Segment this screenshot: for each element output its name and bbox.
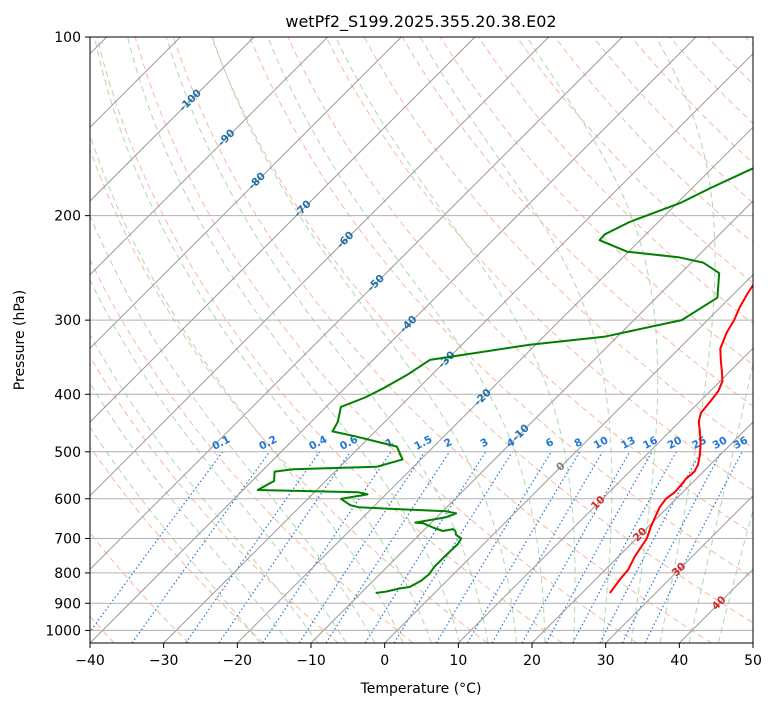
moist-adiabat	[526, 37, 659, 643]
dry-adiabat	[90, 355, 339, 643]
chart-title: wetPf2_S199.2025.355.20.38.E02	[285, 12, 556, 32]
moist-adiabat	[335, 37, 576, 643]
x-tick-label: 50	[744, 653, 762, 669]
isotherm-line	[90, 37, 550, 497]
isotherm-line	[605, 494, 753, 643]
dry-adiabat	[96, 37, 563, 643]
x-axis-label: Temperature (°C)	[360, 681, 482, 697]
y-tick-label: 1000	[45, 623, 81, 639]
x-tick-label: −30	[149, 653, 179, 669]
x-tick-label: −10	[296, 653, 326, 669]
y-tick-label: 500	[54, 445, 81, 461]
y-tick-label: 700	[54, 532, 81, 548]
y-tick-label: 200	[54, 209, 81, 225]
mixing-ratio-line	[185, 451, 321, 643]
mixing-ratio-line	[90, 451, 224, 633]
moist-adiabat	[93, 37, 432, 643]
moist-adiabat	[165, 37, 489, 643]
isotherm-line	[384, 273, 753, 643]
mixing-ratio-line	[435, 451, 552, 643]
moist-adiabat	[90, 133, 404, 643]
moist-adiabat	[688, 361, 753, 643]
mixing-ratio-line	[325, 451, 451, 643]
mixing-ratio-line	[521, 451, 631, 643]
moist-adiabat	[90, 279, 347, 643]
isotherm-line	[90, 37, 402, 350]
mixing-ratio-line	[572, 451, 677, 643]
moist-adiabat	[90, 214, 376, 643]
isotherm-line	[531, 421, 753, 643]
isotherm-line	[310, 200, 753, 643]
isotherm-line	[457, 347, 753, 643]
y-tick-label: 300	[54, 313, 81, 329]
mixing-ratio-line	[298, 451, 426, 643]
mixing-ratio-line	[364, 451, 487, 643]
moist-adiabat	[267, 37, 546, 643]
isotherm-line	[90, 37, 623, 571]
isotherm-line	[90, 37, 255, 202]
x-tick-label: 0	[380, 653, 389, 669]
x-tick-label: 10	[449, 653, 467, 669]
moist-adiabat	[211, 37, 517, 643]
dry-adiabat	[90, 258, 414, 643]
moist-adiabat	[90, 333, 319, 643]
isotherm-line	[163, 52, 753, 643]
isotherm-line	[90, 37, 697, 643]
mixing-ratio-line	[545, 451, 653, 643]
x-tick-label: −40	[75, 653, 105, 669]
isotherm-line	[236, 126, 753, 643]
dry-adiabat	[516, 37, 753, 284]
moist-adiabat	[127, 37, 461, 643]
y-tick-label: 600	[54, 492, 81, 508]
x-tick-label: 20	[523, 653, 541, 669]
dry-adiabat	[90, 445, 264, 643]
moist-adiabat	[90, 426, 261, 643]
y-tick-label: 400	[54, 387, 81, 403]
isotherm-line	[90, 37, 329, 276]
mixing-ratio-line	[131, 451, 271, 643]
y-axis-label: Pressure (hPa)	[12, 290, 28, 390]
mixing-ratio-line	[218, 451, 351, 643]
dry-adiabat	[249, 37, 753, 579]
moist-adiabat	[717, 508, 753, 643]
y-tick-label: 800	[54, 566, 81, 582]
moist-adiabat	[90, 382, 290, 643]
plot-frame	[89, 36, 754, 644]
dry-adiabat	[211, 37, 753, 624]
temperature-line	[609, 283, 753, 594]
x-tick-label: 30	[597, 653, 615, 669]
y-tick-label: 100	[54, 30, 81, 46]
x-tick-label: −20	[223, 653, 253, 669]
dry-adiabat	[287, 37, 753, 535]
mixing-ratio-line	[599, 451, 702, 643]
moist-adiabat	[419, 37, 613, 643]
y-tick-label: 900	[54, 596, 81, 612]
dry-adiabat	[325, 37, 753, 492]
x-tick-label: 40	[670, 653, 688, 669]
dewpoint-line	[256, 167, 753, 594]
mixing-ratio-line	[262, 451, 392, 643]
dry-adiabat	[172, 37, 712, 643]
moist-adiabat	[655, 37, 716, 643]
isotherm-line	[90, 37, 476, 423]
mixing-ratio-line	[644, 451, 743, 643]
